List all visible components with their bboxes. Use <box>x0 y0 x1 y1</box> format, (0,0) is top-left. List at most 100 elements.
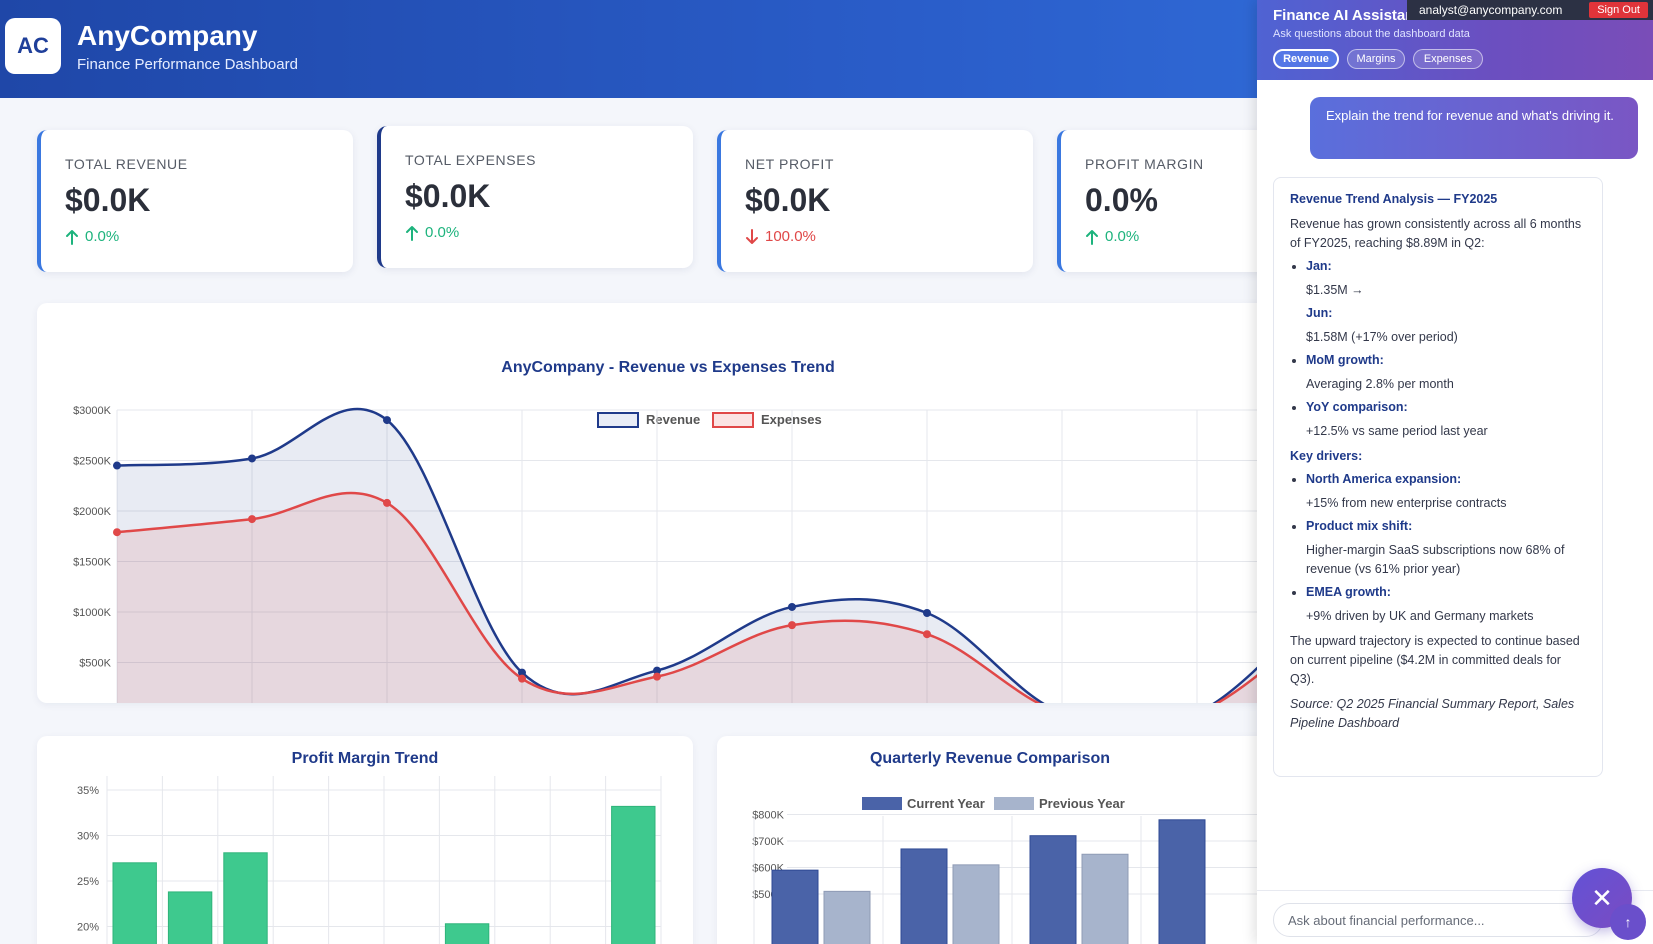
y-tick-label: $3000K <box>73 405 112 417</box>
company-logo: AC <box>5 18 61 74</box>
kpi-change: 0.0% <box>65 228 119 245</box>
data-point-revenue <box>113 461 121 470</box>
kpi-value: $0.0K <box>745 182 831 218</box>
bar-current-year <box>1029 835 1077 944</box>
kpi-title: NET PROFIT <box>745 156 834 172</box>
profit-margin-chart-panel: Profit Margin Trend 20% 25% 30% 35% <box>37 736 693 944</box>
kpi-card-total-expenses: TOTAL EXPENSES $0.0K 0.0% <box>377 126 693 268</box>
kpi-title: PROFIT MARGIN <box>1085 156 1204 172</box>
metric-value: +12.5% vs same period last year <box>1306 424 1488 438</box>
ai-assistant-panel: Finance AI Assistant Ask questions about… <box>1257 0 1653 944</box>
sign-out-button[interactable]: Sign Out <box>1589 2 1648 18</box>
metric-value: $1.35M → <box>1306 283 1364 297</box>
driver-value: Higher-margin SaaS subscriptions now 68%… <box>1306 543 1565 576</box>
data-point-expenses <box>923 630 931 639</box>
revenue-expenses-chart: AnyCompany - Revenue vs Expenses Trend Re… <box>73 359 1337 703</box>
data-point-expenses <box>653 672 661 681</box>
user-bar: analyst@anycompany.com Sign Out <box>1407 0 1653 20</box>
chip-margins[interactable]: Margins <box>1347 49 1405 69</box>
metric-label: Jan: <box>1306 259 1332 273</box>
kpi-value: $0.0K <box>65 182 151 218</box>
data-point-revenue <box>788 602 796 611</box>
y-tick-label: $500K <box>79 658 111 670</box>
chart-legend: Current Year Previous Year <box>862 796 1125 811</box>
chart-legend: Revenue Expenses <box>597 412 822 428</box>
kpi-title: TOTAL REVENUE <box>65 156 188 172</box>
bar-previous-year <box>1081 853 1129 944</box>
driver-value: +15% from new enterprise contracts <box>1306 496 1507 510</box>
data-point-revenue <box>923 609 931 618</box>
quarterly-revenue-chart: Quarterly Revenue Comparison Current Year… <box>752 750 1317 944</box>
chart-title: Profit Margin Trend <box>292 750 439 767</box>
series-area-1 <box>117 493 1332 703</box>
quarterly-revenue-chart-panel: Quarterly Revenue Comparison Current Year… <box>717 736 1337 944</box>
chip-revenue[interactable]: Revenue <box>1273 49 1339 69</box>
kpi-value: $0.0K <box>405 178 491 214</box>
data-point-expenses <box>383 498 391 507</box>
bar-current-year <box>1158 819 1206 944</box>
chip-expenses[interactable]: Expenses <box>1413 49 1483 69</box>
chat-input[interactable] <box>1273 903 1603 937</box>
margin-bar <box>611 805 656 944</box>
data-point-expenses <box>248 515 256 524</box>
y-tick-label: 25% <box>77 876 99 888</box>
list-item: MoM growth: Averaging 2.8% per month <box>1306 351 1586 394</box>
metric-value: $1.58M (+17% over period) <box>1306 330 1458 344</box>
chart-title: AnyCompany - Revenue vs Expenses Trend <box>501 359 834 376</box>
user-email: analyst@anycompany.com <box>1419 3 1563 17</box>
bar-current-year <box>900 848 948 944</box>
driver-label: EMEA growth: <box>1306 585 1391 599</box>
metric-label: MoM growth: <box>1306 353 1384 367</box>
data-point-expenses <box>113 528 121 537</box>
drivers-list: North America expansion: +15% from new e… <box>1290 470 1586 626</box>
bar-previous-year <box>823 890 871 944</box>
response-outlook: The upward trajectory is expected to con… <box>1290 634 1580 686</box>
kpi-change-value: 0.0% <box>85 228 120 245</box>
data-point-expenses <box>518 674 526 683</box>
kpi-card-total-revenue: TOTAL REVENUE $0.0K 0.0% <box>37 130 353 272</box>
send-button[interactable]: ↑ <box>1610 904 1646 940</box>
bar-current-year <box>771 869 819 944</box>
kpi-change: 0.0% <box>405 224 459 241</box>
company-name: AnyCompany <box>77 20 258 51</box>
data-point-revenue <box>248 454 256 463</box>
response-heading: Revenue Trend Analysis — FY2025 <box>1290 192 1498 206</box>
kpi-title: TOTAL EXPENSES <box>405 152 537 168</box>
kpi-change-value: 100.0% <box>765 228 816 245</box>
dashboard-subtitle: Finance Performance Dashboard <box>77 56 298 73</box>
data-point-revenue <box>383 416 391 425</box>
kpi-change: 100.0% <box>745 228 816 245</box>
arrow-up-icon <box>406 225 418 241</box>
arrow-up-icon <box>1086 229 1098 245</box>
y-tick-label: 35% <box>77 785 99 797</box>
legend-swatch-current-year <box>862 797 902 810</box>
data-point-revenue <box>518 668 526 677</box>
series-area-0 <box>117 408 1332 703</box>
data-point-expenses <box>788 621 796 630</box>
drivers-heading: Key drivers: <box>1290 449 1363 463</box>
bar-previous-year <box>952 864 1000 944</box>
driver-label: North America expansion: <box>1306 472 1462 486</box>
y-tick-label: 30% <box>77 831 99 843</box>
margin-bar <box>444 923 490 944</box>
kpi-change-value: 0.0% <box>1105 228 1140 245</box>
close-icon: ✕ <box>1591 882 1613 913</box>
margin-bar <box>167 891 213 944</box>
y-tick-label: $800K <box>752 810 784 822</box>
series-line-revenue <box>116 407 1333 703</box>
list-item: YoY comparison: +12.5% vs same period la… <box>1306 398 1586 441</box>
revenue-expenses-chart-panel: AnyCompany - Revenue vs Expenses Trend Re… <box>37 303 1337 703</box>
series-line-expenses <box>116 491 1333 703</box>
margin-bar <box>112 862 157 944</box>
arrow-down-icon <box>746 228 758 244</box>
data-point-revenue <box>653 666 661 675</box>
chat-input-bar <box>1257 890 1653 944</box>
y-tick-label: $2500K <box>73 456 112 468</box>
response-intro: Revenue has grown consistently across al… <box>1290 217 1582 250</box>
metric-value: Averaging 2.8% per month <box>1306 377 1454 391</box>
legend-label-expenses: Expenses <box>761 412 822 427</box>
kpi-card-net-profit: NET PROFIT $0.0K 100.0% <box>717 130 1033 272</box>
kpi-value: 0.0% <box>1085 182 1158 218</box>
list-item: Jan: $1.35M → Jun: $1.58M (+17% over per… <box>1306 257 1586 347</box>
metrics-list: Jan: $1.35M → Jun: $1.58M (+17% over per… <box>1290 257 1586 441</box>
